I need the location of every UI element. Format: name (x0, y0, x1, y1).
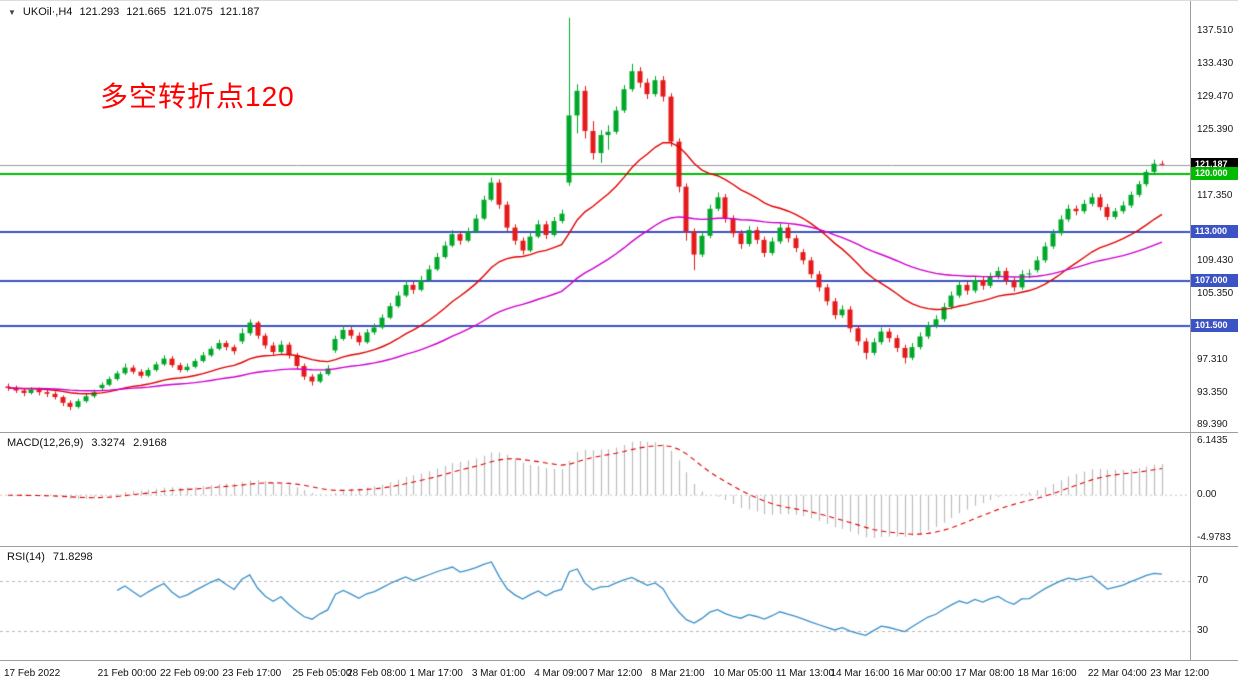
price-axis-tick: 137.510 (1197, 25, 1234, 36)
level-price-badge: 107.000 (1191, 273, 1238, 287)
time-axis-label: 10 Mar 05:00 (713, 668, 773, 679)
price-axis-tick: 133.430 (1197, 58, 1234, 70)
time-axis-label: 17 Feb 2022 (4, 668, 61, 679)
price-axis-tick: 105.350 (1197, 288, 1234, 300)
ohlc-open: 121.293 (79, 6, 120, 18)
symbol-label: UKOil·,H4 (22, 6, 73, 18)
time-axis-label: 8 Mar 21:00 (651, 668, 705, 679)
price-axis-tick: 129.470 (1197, 90, 1234, 102)
price-axis-tick: 97.310 (1197, 354, 1228, 366)
macd-title-label: MACD(12,26,9) (7, 437, 84, 449)
level-price-badge: 113.000 (1191, 224, 1238, 238)
pane-separator[interactable] (0, 546, 1238, 547)
time-axis-label: 7 Mar 12:00 (588, 668, 643, 679)
time-axis-label: 17 Mar 08:00 (955, 668, 1015, 679)
price-axis-tick: 117.350 (1197, 190, 1233, 202)
level-price-badge: 101.500 (1191, 318, 1238, 332)
macd-value: 3.3274 (91, 437, 126, 449)
time-axis[interactable]: 17 Feb 2022 21 Feb 00:00 22 Feb 09:00 23 Fe… (0, 661, 1209, 687)
price-axis-tick: -4.9783 (1197, 532, 1231, 543)
price-axis-tick: 109.430 (1197, 254, 1234, 266)
price-axis-tick: 93.350 (1197, 386, 1228, 398)
time-axis-label: 11 Mar 13:00 (775, 668, 835, 679)
time-axis-label: 1 Mar 17:00 (409, 668, 463, 679)
ohlc-high: 121.665 (126, 6, 166, 18)
rsi-title-label: RSI(14) (7, 551, 45, 563)
macd-canvas[interactable] (0, 433, 1190, 546)
rsi-title: RSI(14) 71.8298 (7, 551, 93, 563)
price-axis-tick: 89.390 (1197, 419, 1228, 430)
time-axis-label: 25 Feb 05:00 (292, 668, 352, 679)
chart-annotation-text: 多空转折点120 (100, 81, 295, 112)
symbol-dropdown-icon[interactable]: ▼ (8, 7, 16, 17)
time-axis-label: 22 Mar 04:00 (1087, 668, 1147, 679)
time-axis-label: 28 Feb 08:00 (347, 668, 407, 679)
main-chart-canvas[interactable] (0, 1, 1190, 432)
price-axis-tick: 70 (1197, 575, 1209, 586)
price-axis[interactable]: 137.510 133.430 129.470 125.390 117.350 109.4… (1190, 1, 1238, 661)
price-axis-tick: 30 (1197, 625, 1209, 636)
ohlc-low: 121.075 (172, 6, 213, 18)
pane-separator[interactable] (0, 432, 1238, 433)
rsi-value: 71.8298 (52, 551, 93, 563)
time-axis-label: 14 Mar 16:00 (830, 668, 890, 679)
rsi-canvas[interactable] (0, 547, 1190, 660)
time-axis-label: 21 Feb 00:00 (97, 668, 157, 679)
time-axis-label: 22 Feb 09:00 (159, 668, 219, 679)
ohlc-close: 121.187 (219, 6, 260, 18)
price-axis-tick: 125.390 (1197, 124, 1234, 136)
time-axis-label: 3 Mar 01:00 (471, 668, 526, 679)
price-axis-tick: 6.1435 (1197, 435, 1228, 446)
time-axis-label: 4 Mar 09:00 (534, 668, 588, 679)
time-axis-label: 16 Mar 00:00 (892, 668, 952, 679)
time-axis-label: 23 Mar 12:00 (1150, 668, 1210, 679)
macd-signal-value: 2.9168 (133, 437, 167, 449)
level-price-badge: 120.000 (1191, 167, 1238, 181)
time-axis-label: 18 Mar 16:00 (1017, 668, 1077, 679)
chart-ohlc-header: ▼ UKOil·,H4 121.293 121.665 121.075 121.… (8, 6, 260, 18)
macd-title: MACD(12,26,9) 3.3274 2.9168 (7, 437, 167, 449)
price-axis-tick: 0.00 (1197, 489, 1217, 501)
pane-separator[interactable] (0, 660, 1238, 661)
time-axis-label: 23 Feb 17:00 (222, 668, 282, 679)
